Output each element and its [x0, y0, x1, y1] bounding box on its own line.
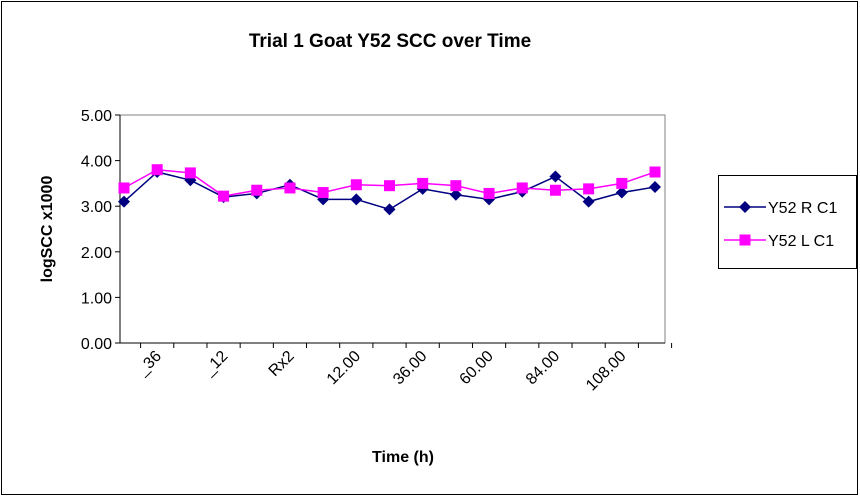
data-point [450, 180, 462, 192]
data-point [583, 183, 595, 195]
data-point [317, 187, 329, 199]
legend-label: Y52 R C1 [768, 200, 837, 217]
data-point [184, 167, 196, 179]
data-point [516, 182, 528, 194]
data-point [151, 164, 163, 176]
data-point [417, 177, 429, 189]
data-point [616, 177, 628, 189]
y-tick-label: 5.00 [81, 108, 112, 125]
data-point [350, 179, 362, 191]
data-point [118, 195, 130, 208]
chart-title: Trial 1 Goat Y52 SCC over Time [249, 31, 531, 52]
y-tick-label: 1.00 [81, 290, 112, 307]
legend-label: Y52 L C1 [768, 233, 834, 250]
data-point [218, 190, 230, 202]
data-point [483, 187, 495, 199]
legend-marker [739, 201, 751, 213]
y-axis-title: logSCC x1000 [39, 176, 56, 283]
data-point [350, 193, 363, 206]
y-tick-label: 4.00 [81, 154, 112, 171]
legend-marker [739, 234, 751, 246]
data-point [449, 188, 462, 201]
data-point [649, 166, 661, 178]
x-axis-title: Time (h) [372, 449, 434, 466]
y-tick-label: 0.00 [81, 336, 112, 353]
data-point [384, 180, 395, 192]
y-tick-label: 3.00 [81, 199, 112, 216]
data-point [649, 181, 661, 194]
legend [718, 175, 857, 269]
data-point [549, 184, 561, 196]
data-point [582, 195, 595, 208]
data-point [615, 186, 628, 199]
data-point [383, 203, 396, 216]
y-tick-label: 2.00 [81, 245, 112, 262]
data-point [549, 170, 562, 183]
data-point [118, 182, 130, 194]
data-point [284, 182, 296, 194]
data-point [251, 184, 263, 196]
